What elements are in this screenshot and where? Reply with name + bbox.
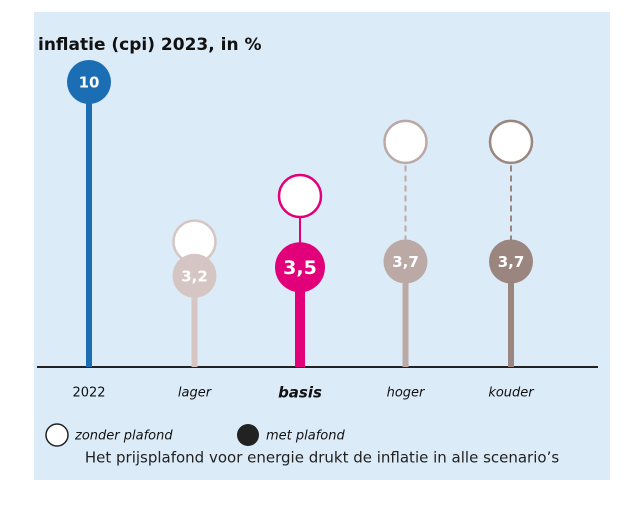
zonder-dot [383,119,428,165]
zonder-dot [277,173,323,219]
zonder-dot [488,119,534,165]
value-label: 3,7 [392,253,419,271]
x-tick-label: kouder [488,386,535,401]
x-tick-label: basis [278,384,322,402]
met-dot [383,239,428,284]
legend-label: met plafond [266,429,345,444]
legend-label: zonder plafond [74,429,173,444]
value-label: 10 [79,74,100,92]
met-dot [275,242,325,293]
value-label: 3,2 [181,267,208,285]
met-dot [489,239,533,284]
x-tick-label: lager [178,386,213,401]
legend-swatch [237,424,259,446]
chart-title: inflatie (cpi) 2023, in % [38,35,262,55]
value-label: 3,5 [283,257,317,279]
footnote: Het prijsplafond voor energie drukt de i… [85,449,559,467]
met-dot [172,253,217,298]
met-dot [67,60,111,104]
x-tick-label: 2022 [72,386,105,401]
x-tick-label: hoger [387,386,426,401]
legend-swatch [45,423,69,447]
value-label: 3,7 [498,253,525,271]
